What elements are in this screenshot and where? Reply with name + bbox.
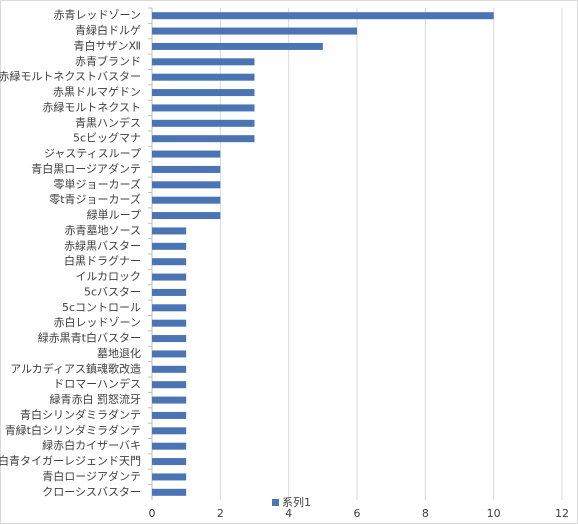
bar [152,458,187,466]
bar [152,104,255,112]
y-tick-label: 赤青墓地ソース [65,224,141,237]
x-tick-label: 6 [354,507,361,520]
bar [152,365,187,373]
bar [152,89,255,97]
y-tick-label: 赤緑モルトネクストバスター [0,69,141,83]
y-tick-label: 緑単ループ [87,208,141,222]
bar [152,135,255,143]
y-tick-label: 赤緑黒バスター [64,238,141,252]
bar [152,12,494,20]
x-tick-label: 10 [487,507,501,520]
bar [152,181,221,189]
y-tick-label: 白黒ドラグナー [64,254,141,268]
bar [152,473,187,481]
y-tick-label: 零t青ジョーカーズ [49,192,141,206]
y-tick-label: アルカディアス鎮魂歌改造 [10,361,141,375]
y-tick-label: イルカロック [75,270,141,283]
y-tick-label: 青黒ハンデス [75,115,141,129]
bar [152,411,187,419]
y-tick-label: 青白ロージアダンテ [42,469,141,483]
bar [152,58,255,66]
bar [152,304,187,312]
bar [152,73,255,81]
bar [152,319,187,327]
bar [152,381,187,389]
bar [152,227,187,235]
x-tick-label: 2 [217,507,224,520]
y-tick-label: 青緑白ドルゲ [75,23,141,37]
bar [152,119,255,127]
bar [152,396,187,404]
bar [152,212,221,220]
x-tick-label: 0 [149,507,156,520]
y-tick-label: 青緑t白シリンダミラダンテ [5,423,141,437]
y-tick-label: 緑青赤白 罰怒流牙 [50,392,142,406]
legend-label: 系列1 [282,495,311,509]
bar [152,427,187,435]
y-tick-label: 白青タイガーレジェンド天門 [0,454,141,468]
x-tick-label: 4 [285,507,292,520]
y-tick-label: 5cコントロール [62,301,141,314]
bar [152,242,187,250]
y-tick-label: 青白サザンⅫ [74,38,141,52]
y-tick-label: 赤青レッドゾーン [54,9,141,22]
y-tick-label: 赤緑モルトネクスト [42,100,141,114]
bar [152,350,187,358]
y-tick-label: 緑赤黒青t白バスター [38,331,141,345]
y-tick-label: 5cビッグマナ [73,131,141,145]
bar [152,150,221,158]
bar [152,288,187,296]
bar [152,335,187,343]
bar [152,196,221,204]
y-tick-label: 赤白レッドゾーン [54,315,141,329]
x-tick-label: 8 [422,507,429,520]
y-tick-label: 5cバスター [84,285,141,298]
y-tick-label: ジャスティスループ [44,147,141,160]
y-tick-label: 青白黒ロージアダンテ [31,161,141,175]
bar [152,258,187,266]
legend-swatch [272,499,279,506]
bar [152,42,323,50]
x-tick-label: 12 [555,507,569,520]
y-tick-label: 赤黒ドルマゲドン [53,86,141,99]
bar [152,488,187,496]
bar [152,27,357,35]
y-tick-label: 赤青ブランド [75,54,141,68]
bar [152,273,187,281]
y-tick-label: クローシスバスター [42,485,141,498]
y-tick-label: 緑赤白カイザーバキ [42,438,141,452]
y-tick-label: ドロマーハンデス [53,377,141,391]
y-tick-label: 青白シリンダミラダンテ [20,407,141,421]
bar [152,165,221,173]
y-tick-label: 墓地退化 [97,346,141,360]
bar [152,442,187,450]
y-tick-label: 零単ジョーカーズ [54,177,141,191]
